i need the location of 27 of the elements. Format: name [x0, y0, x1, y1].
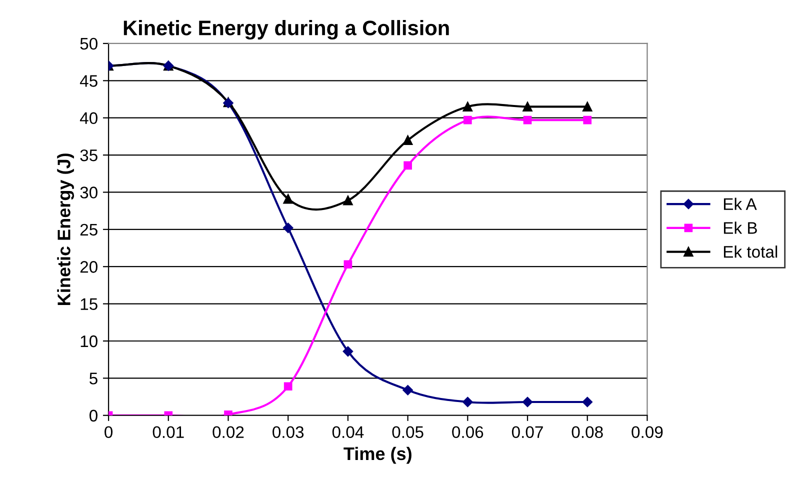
y-tick-label: 5 — [90, 372, 98, 384]
y-tick-label: 20 — [80, 261, 98, 273]
legend-label: Ek total — [724, 246, 778, 258]
y-axis-title: Kinetic Energy (J) — [57, 154, 74, 305]
y-tick-label: 0 — [90, 410, 98, 422]
y-tick-label: 45 — [80, 75, 98, 87]
y-tick-label: 15 — [80, 298, 98, 310]
y-tick-label: 25 — [80, 224, 98, 236]
y-tick-label: 10 — [80, 335, 98, 348]
chart-title: Kinetic Energy during a Collision — [124, 20, 449, 40]
x-tick-label: 0.09 — [632, 426, 663, 438]
x-axis-title: Time (s) — [344, 446, 412, 464]
x-tick-label: 0.06 — [452, 426, 484, 438]
x-tick-label: 0.03 — [272, 426, 304, 438]
x-tick-label: 0.05 — [392, 426, 424, 438]
y-tick-label: 40 — [80, 112, 98, 124]
x-tick-label: 0.02 — [212, 426, 244, 438]
y-tick-label: 50 — [80, 38, 98, 50]
legend-label: Ek B — [724, 222, 757, 234]
legend-label: Ek A — [724, 198, 757, 210]
y-tick-label: 35 — [80, 149, 98, 162]
x-tick-label: 0.08 — [572, 426, 603, 438]
y-tick-label: 30 — [80, 186, 98, 198]
x-tick-label: 0.07 — [512, 426, 543, 438]
x-tick-label: 0.04 — [332, 426, 364, 438]
x-tick-label: 0.01 — [152, 426, 184, 438]
x-tick-label: 0 — [104, 426, 113, 438]
